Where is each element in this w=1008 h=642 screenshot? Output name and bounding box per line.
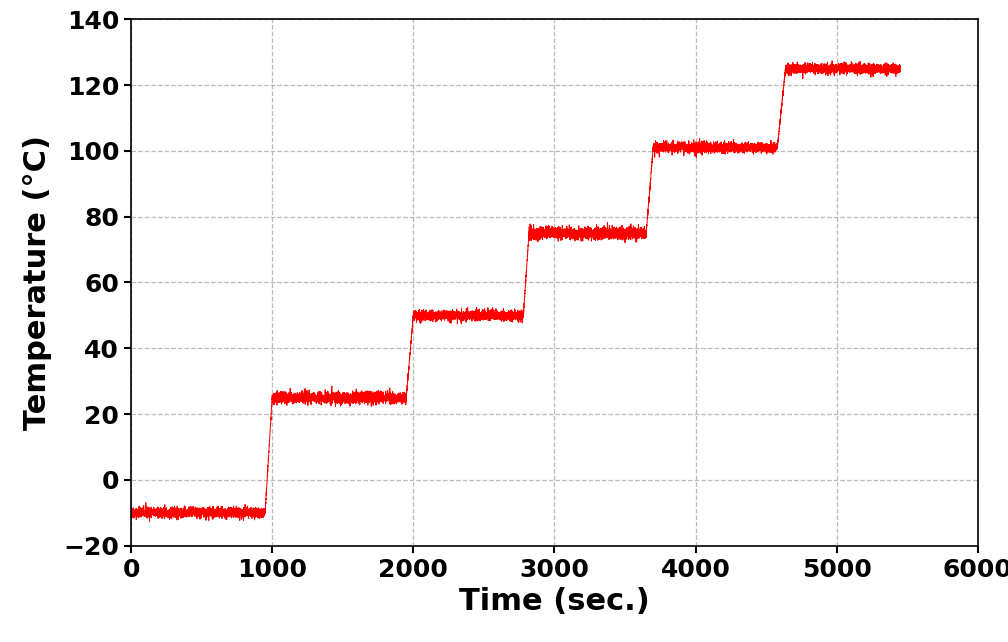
Y-axis label: Temperature (°C): Temperature (°C) [23, 135, 52, 430]
X-axis label: Time (sec.): Time (sec.) [459, 587, 650, 616]
